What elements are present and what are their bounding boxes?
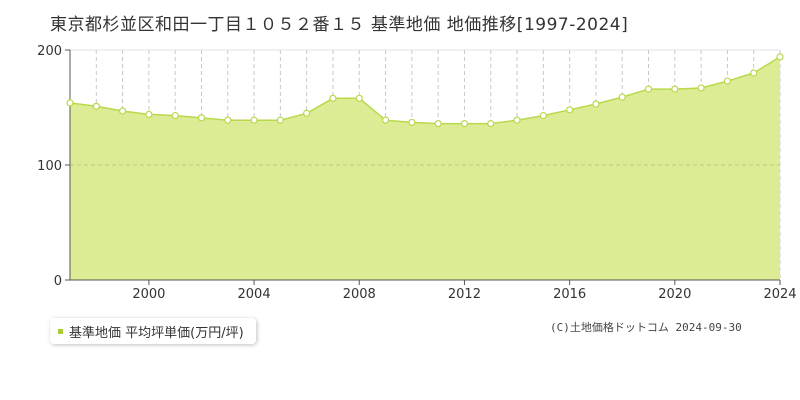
data-point-marker	[697, 84, 705, 92]
axis-layer	[65, 49, 781, 285]
x-tick-label: 2012	[448, 287, 481, 302]
marker-layer	[66, 53, 784, 128]
legend-marker-icon	[58, 328, 63, 334]
x-tick-label: 2024	[763, 287, 796, 302]
data-point-marker	[66, 99, 74, 107]
data-point-marker	[539, 111, 547, 120]
copyright-text: (C)土地価格ドットコム 2024-09-30	[550, 321, 742, 334]
data-point-marker	[276, 116, 284, 124]
price-line	[69, 56, 781, 125]
x-tick-label: 2000	[132, 287, 165, 302]
price-area	[70, 56, 780, 281]
data-point-marker	[592, 100, 600, 108]
data-point-marker	[92, 102, 100, 110]
x-tick-label: 2020	[658, 287, 691, 302]
data-point-marker	[723, 77, 732, 85]
data-point-marker	[250, 116, 258, 124]
data-point-marker	[487, 119, 495, 128]
data-point-marker	[408, 118, 416, 127]
x-tick-label: 2008	[343, 287, 376, 302]
y-tick-label: 100	[37, 159, 62, 174]
data-point-marker	[145, 110, 153, 119]
data-point-marker	[644, 85, 653, 93]
data-point-marker	[197, 114, 206, 122]
data-point-marker	[513, 116, 521, 124]
x-tick-label: 2004	[238, 287, 271, 302]
data-point-marker	[776, 53, 784, 61]
data-point-marker	[566, 106, 574, 114]
data-point-marker	[329, 94, 337, 102]
y-tick-label: 0	[54, 274, 62, 289]
data-point-marker	[171, 111, 179, 120]
label-layer: 0 100 200 2000 2004 2008 2012 2016 2020 2024	[37, 44, 796, 302]
data-point-marker	[618, 93, 626, 101]
y-tick-label: 200	[37, 44, 62, 59]
data-point-marker	[671, 85, 679, 93]
data-point-marker	[381, 116, 390, 124]
data-point-marker	[434, 119, 442, 128]
legend[interactable]: 基準地価 平均坪単価(万円/坪)	[50, 318, 256, 344]
legend-label: 基準地価 平均坪単価(万円/坪)	[69, 325, 244, 341]
data-point-marker	[460, 119, 469, 128]
data-point-marker	[355, 94, 363, 102]
data-point-marker	[224, 116, 232, 124]
data-point-marker	[750, 69, 758, 77]
chart-title: 東京都杉並区和田一丁目１０５２番１５ 基準地価 地価推移[1997-2024]	[50, 15, 629, 35]
x-tick-label: 2016	[553, 287, 586, 302]
data-point-marker	[118, 107, 127, 115]
data-point-marker	[303, 109, 311, 117]
